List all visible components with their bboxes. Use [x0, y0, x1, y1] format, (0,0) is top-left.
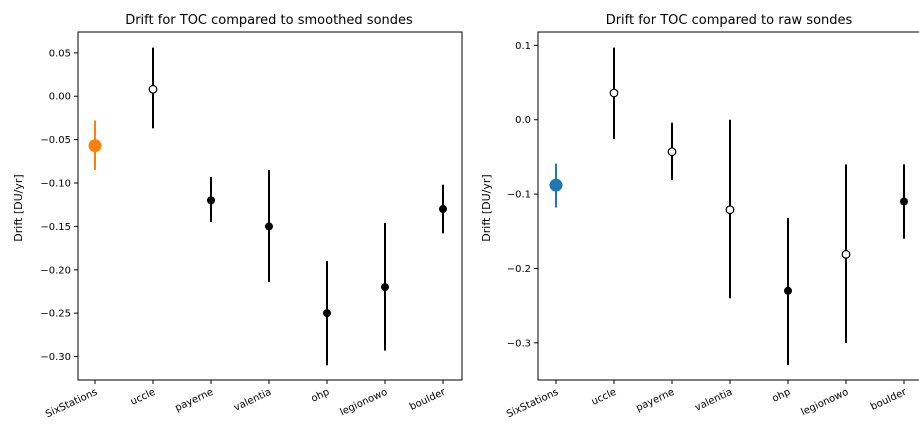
left-y-tick-label: −0.05 [40, 135, 71, 146]
left-x-tick-label: SixStations [44, 387, 99, 421]
left-x-tick-label: valentia [232, 387, 273, 414]
left-chart-title: Drift for TOC compared to smoothed sonde… [125, 13, 413, 28]
left-data-point [88, 139, 102, 153]
right-x-tick-label: ohp [771, 387, 793, 405]
right-y-tick-label: 0.0 [515, 115, 531, 126]
right-y-axis-label: Drift [DU/yr] [480, 174, 493, 241]
right-y-tick-label: −0.2 [507, 264, 531, 275]
right-data-point [667, 147, 677, 157]
left-y-tick-label: −0.30 [40, 352, 71, 363]
right-data-point [841, 249, 851, 259]
left-y-tick-label: 0.00 [49, 92, 71, 103]
right-x-tick-label: legionowo [799, 387, 850, 418]
left-x-tick-label: boulder [408, 386, 448, 412]
right-y-tick-label: −0.3 [507, 338, 531, 349]
left-y-tick-label: −0.25 [40, 309, 71, 320]
right-chart-title: Drift for TOC compared to raw sondes [606, 13, 853, 28]
right-plot-frame [537, 31, 919, 381]
left-y-axis-label: Drift [DU/yr] [12, 174, 25, 241]
right-x-tick-label: uccle [590, 387, 618, 408]
left-y-tick-label: −0.10 [40, 179, 71, 190]
left-plot-frame [77, 31, 463, 381]
right-data-point [549, 178, 563, 192]
left-y-tick-label: 0.05 [49, 48, 71, 59]
left-x-tick-label: legionowo [338, 387, 389, 418]
left-data-point [207, 196, 215, 205]
right-data-point [900, 197, 908, 206]
left-plot-area: 0.05 0.00 −0.05 −0.10 −0.15 −0.20 −0.25 −0.30 Si… [40, 31, 463, 421]
right-x-tick-label: valentia [693, 387, 734, 414]
right-plot-area: 0.1 0.0 −0.1 −0.2 −0.3 SixStations uccle payern… [505, 31, 919, 421]
left-data-point [323, 309, 331, 318]
left-y-tick-label: −0.20 [40, 265, 71, 276]
right-panel: Drift for TOC compared to raw sondes Dri… [480, 13, 919, 420]
left-data-point [381, 283, 389, 292]
left-x-tick-label: uccle [129, 387, 157, 408]
left-x-tick-label: payerne [173, 387, 215, 414]
right-y-tick-label: 0.1 [515, 41, 531, 52]
right-x-tick-label: payerne [634, 387, 676, 414]
right-x-tick-label: boulder [869, 386, 909, 412]
right-data-point [609, 88, 619, 98]
right-x-tick-label: SixStations [505, 387, 560, 421]
left-panel: Drift for TOC compared to smoothed sonde… [12, 13, 463, 421]
left-data-point [265, 222, 273, 231]
right-y-tick-label: −0.1 [507, 190, 531, 201]
left-y-tick-label: −0.15 [40, 222, 71, 233]
left-data-point [439, 205, 447, 214]
right-data-point [784, 286, 792, 295]
left-x-tick-label: ohp [310, 387, 332, 405]
right-data-point [725, 205, 735, 215]
left-data-point [148, 84, 158, 94]
